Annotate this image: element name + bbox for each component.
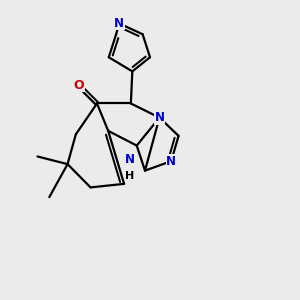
Text: N: N (124, 153, 134, 166)
Text: O: O (74, 79, 84, 92)
Text: H: H (125, 171, 134, 181)
Text: N: N (166, 155, 176, 168)
Text: N: N (114, 17, 124, 30)
Text: N: N (154, 111, 164, 124)
